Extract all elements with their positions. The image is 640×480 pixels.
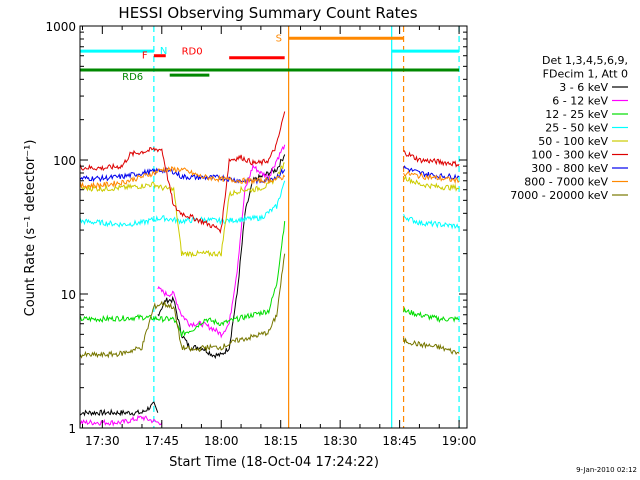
legend-label-12-25-kev: 12 - 25 keV (545, 108, 608, 121)
flag-label-s: S (276, 33, 282, 44)
x-tick-label-18-45: 18:45 (382, 434, 417, 448)
x-axis-label: Start Time (18-Oct-04 17:24:22) (169, 455, 379, 470)
series-line-3-6-kev-seg1 (80, 401, 159, 417)
flag-label-f: F (142, 51, 148, 62)
legend-label-6-12-kev: 6 - 12 keV (552, 95, 608, 108)
series-line-50-100-kev-seg2 (403, 174, 460, 192)
x-tick-label-18-15: 18:15 (263, 434, 298, 448)
legend: Det 1,3,4,5,6,9,FDecim 1, Att 03 - 6 keV… (510, 54, 628, 202)
series-line-800-7000-kev-seg1 (80, 166, 286, 190)
series-line-25-50-kev-seg1 (80, 180, 286, 228)
legend-label-25-50-kev: 25 - 50 keV (545, 122, 608, 135)
legend-header-line-1: Det 1,3,4,5,6,9, (542, 54, 628, 67)
series-line-6-12-kev-seg1 (80, 414, 163, 427)
legend-label-3-6-kev: 3 - 6 keV (559, 81, 608, 94)
legend-label-300-800-kev: 300 - 800 keV (531, 162, 608, 175)
series-line-100-300-kev-seg2 (403, 150, 460, 168)
y-axis: 1 10 100 1000 (45, 20, 467, 436)
legend-label-100-300-kev: 100 - 300 keV (531, 149, 608, 162)
y-axis-label: Count Rate (s⁻¹ detector⁻¹) (23, 140, 38, 317)
x-tick-label-17-45: 17:45 (144, 434, 179, 448)
legend-label-50-100-kev: 50 - 100 keV (538, 135, 608, 148)
chart-title: HESSI Observing Summary Count Rates (118, 4, 417, 22)
series-line-12-25-kev-seg1 (80, 221, 286, 337)
legend-label-800-7000-kev: 800 - 7000 keV (524, 176, 608, 189)
x-tick-label-18-00: 18:00 (204, 434, 239, 448)
x-tick-label-19-00: 19:00 (442, 434, 477, 448)
x-tick-label-17-30: 17:30 (85, 434, 120, 448)
series-line-300-800-kev-seg1 (80, 167, 286, 185)
legend-header-line-2: FDecim 1, Att 0 (543, 68, 628, 81)
plot-frame (79, 25, 468, 429)
series-line-12-25-kev-seg2 (403, 306, 460, 323)
legend-label-7000-20000-kev: 7000 - 20000 keV (510, 189, 608, 202)
series-line-50-100-kev-seg1 (80, 162, 285, 258)
y-tick-label-1: 1 (68, 422, 76, 436)
y-tick-label-1000: 1000 (45, 20, 76, 34)
series-line-25-50-kev-seg2 (403, 214, 460, 230)
flag-label-rd6: RD6 (122, 72, 143, 83)
x-tick-label-18-30: 18:30 (323, 434, 358, 448)
series-line-800-7000-kev-seg2 (403, 170, 460, 185)
series-line-100-300-kev-seg1 (80, 111, 286, 234)
flag-label-rd0: RD0 (182, 47, 203, 58)
flag-label-n: N (160, 46, 167, 57)
y-tick-label-10: 10 (61, 288, 76, 302)
series-line-7000-20000-kev-seg2 (403, 337, 460, 356)
plot-area (80, 26, 460, 428)
y-tick-label-100: 100 (53, 154, 76, 168)
x-axis: 17:30 17:45 18:00 18:15 18:30 18:45 19:00 (82, 26, 477, 448)
series-line-300-800-kev-seg2 (403, 165, 460, 180)
footer-date: 9-Jan-2010 02:12 (576, 466, 637, 474)
series-line-6-12-kev-seg2 (157, 144, 286, 339)
series-line-7000-20000-kev-seg1 (80, 253, 286, 359)
